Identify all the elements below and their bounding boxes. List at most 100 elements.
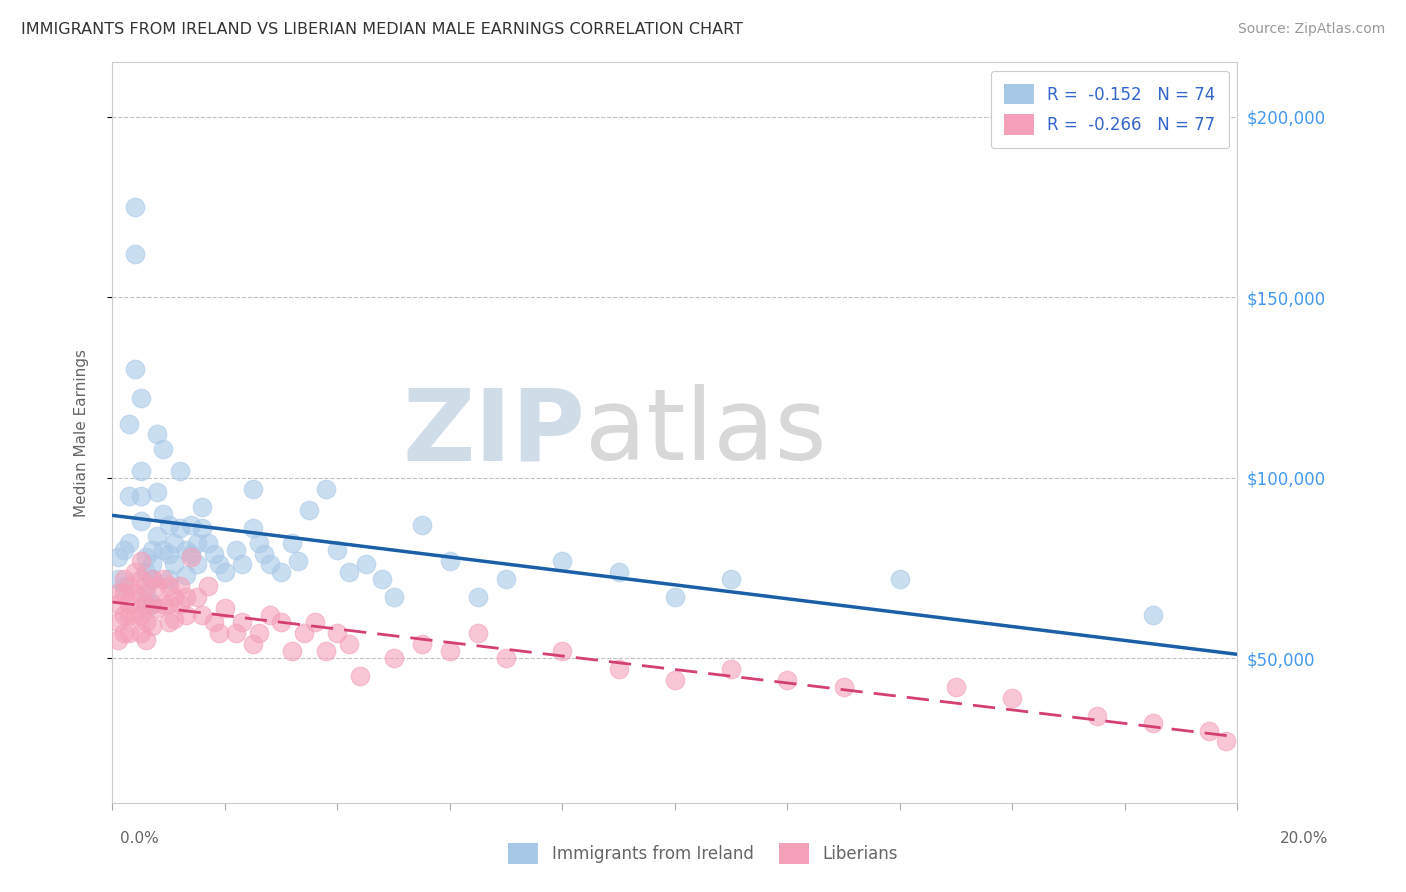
Point bbox=[174, 568, 197, 582]
Point bbox=[124, 586, 146, 600]
Point bbox=[202, 615, 225, 630]
Point bbox=[135, 615, 157, 630]
Point bbox=[495, 572, 517, 586]
Point bbox=[146, 427, 169, 442]
Text: ZIP: ZIP bbox=[402, 384, 585, 481]
Point bbox=[326, 543, 349, 558]
Text: 0.0%: 0.0% bbox=[120, 831, 159, 846]
Point bbox=[664, 590, 686, 604]
Point bbox=[135, 633, 157, 648]
Point bbox=[1215, 734, 1237, 748]
Point bbox=[832, 680, 855, 694]
Point bbox=[1142, 607, 1164, 622]
Point bbox=[551, 644, 574, 658]
Point bbox=[163, 535, 186, 549]
Point bbox=[107, 572, 129, 586]
Point bbox=[1085, 709, 1108, 723]
Point bbox=[186, 558, 208, 572]
Point bbox=[326, 626, 349, 640]
Point bbox=[118, 626, 141, 640]
Point bbox=[247, 626, 270, 640]
Point bbox=[146, 579, 169, 593]
Point bbox=[163, 558, 186, 572]
Point bbox=[411, 517, 433, 532]
Point bbox=[281, 644, 304, 658]
Point bbox=[411, 637, 433, 651]
Point bbox=[315, 482, 337, 496]
Point bbox=[124, 247, 146, 261]
Point bbox=[281, 535, 304, 549]
Point bbox=[259, 607, 281, 622]
Point bbox=[337, 637, 360, 651]
Point bbox=[776, 673, 799, 687]
Point bbox=[664, 673, 686, 687]
Legend: Immigrants from Ireland, Liberians: Immigrants from Ireland, Liberians bbox=[502, 837, 904, 871]
Point bbox=[135, 586, 157, 600]
Point bbox=[1198, 723, 1220, 738]
Point bbox=[146, 485, 169, 500]
Point bbox=[157, 579, 180, 593]
Point bbox=[270, 565, 292, 579]
Point bbox=[225, 543, 247, 558]
Point bbox=[191, 521, 214, 535]
Point bbox=[247, 535, 270, 549]
Point bbox=[124, 607, 146, 622]
Point bbox=[382, 651, 405, 665]
Point bbox=[495, 651, 517, 665]
Point bbox=[174, 590, 197, 604]
Point bbox=[118, 489, 141, 503]
Point bbox=[259, 558, 281, 572]
Point bbox=[371, 572, 394, 586]
Point bbox=[551, 554, 574, 568]
Point bbox=[112, 579, 135, 593]
Point bbox=[304, 615, 326, 630]
Point bbox=[129, 514, 152, 528]
Point bbox=[607, 662, 630, 676]
Point bbox=[141, 619, 163, 633]
Point bbox=[157, 547, 180, 561]
Text: atlas: atlas bbox=[585, 384, 827, 481]
Text: 20.0%: 20.0% bbox=[1281, 831, 1329, 846]
Point bbox=[163, 612, 186, 626]
Point bbox=[135, 600, 157, 615]
Point bbox=[231, 615, 253, 630]
Point bbox=[169, 579, 191, 593]
Point bbox=[118, 607, 141, 622]
Point bbox=[186, 590, 208, 604]
Point bbox=[287, 554, 309, 568]
Point bbox=[202, 547, 225, 561]
Point bbox=[141, 558, 163, 572]
Point bbox=[315, 644, 337, 658]
Point bbox=[720, 662, 742, 676]
Point bbox=[169, 597, 191, 611]
Point bbox=[163, 590, 186, 604]
Point bbox=[197, 535, 219, 549]
Point bbox=[191, 607, 214, 622]
Point bbox=[242, 637, 264, 651]
Point bbox=[129, 572, 152, 586]
Point bbox=[129, 626, 152, 640]
Point bbox=[349, 669, 371, 683]
Point bbox=[118, 535, 141, 549]
Point bbox=[124, 565, 146, 579]
Point bbox=[231, 558, 253, 572]
Point bbox=[146, 600, 169, 615]
Point bbox=[129, 464, 152, 478]
Point bbox=[112, 586, 135, 600]
Point bbox=[146, 528, 169, 542]
Point bbox=[174, 607, 197, 622]
Point bbox=[118, 579, 141, 593]
Point bbox=[945, 680, 967, 694]
Point bbox=[118, 597, 141, 611]
Point bbox=[157, 615, 180, 630]
Point bbox=[107, 633, 129, 648]
Point bbox=[152, 543, 174, 558]
Point bbox=[157, 572, 180, 586]
Point bbox=[152, 597, 174, 611]
Point bbox=[124, 362, 146, 376]
Point bbox=[124, 200, 146, 214]
Point bbox=[354, 558, 377, 572]
Point bbox=[467, 590, 489, 604]
Point bbox=[112, 626, 135, 640]
Point bbox=[253, 547, 276, 561]
